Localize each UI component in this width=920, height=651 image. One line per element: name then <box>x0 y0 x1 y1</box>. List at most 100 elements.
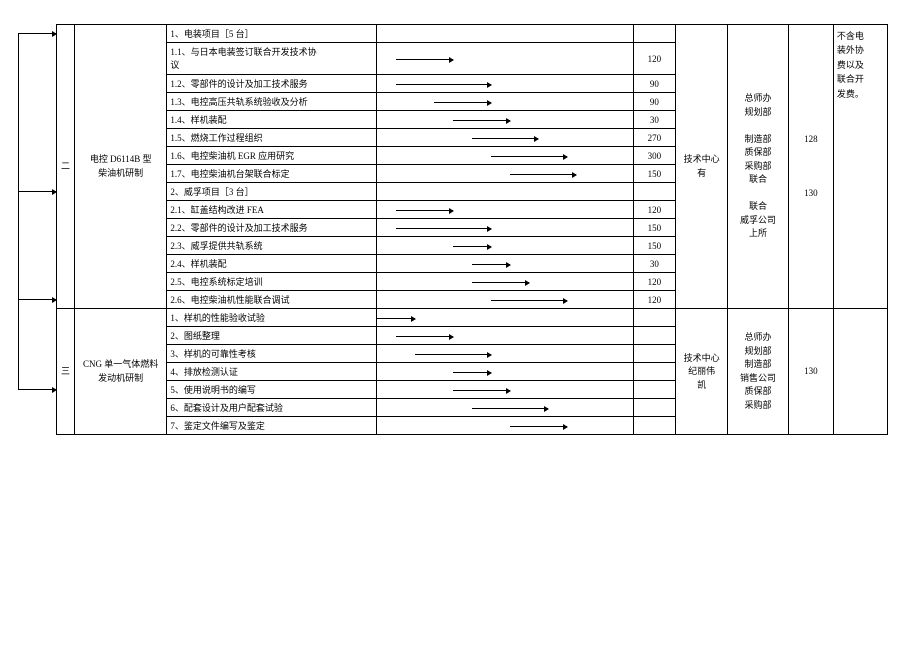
task-value <box>633 183 676 201</box>
gantt-cell <box>376 417 633 435</box>
task-label: 5、使用说明书的编写 <box>167 381 376 399</box>
task-label: 1.3、电控高压共轨系统验收及分析 <box>167 93 376 111</box>
section-index: 三 <box>57 309 75 435</box>
section-total: 130 <box>788 309 833 435</box>
gantt-cell <box>376 237 633 255</box>
gantt-bar <box>453 372 491 373</box>
task-value: 150 <box>633 219 676 237</box>
task-label: 1.4、样机装配 <box>167 111 376 129</box>
gantt-bar <box>396 59 453 60</box>
gantt-bar <box>453 246 491 247</box>
task-label: 2、威孚项目［3 台］ <box>167 183 376 201</box>
gantt-cell <box>376 129 633 147</box>
project-name: CNG 单一气体燃料发动机研制 <box>75 309 167 435</box>
gantt-bar <box>472 264 510 265</box>
task-value: 90 <box>633 75 676 93</box>
task-label: 2.3、威孚提供共轨系统 <box>167 237 376 255</box>
task-label: 1.6、电控柴油机 EGR 应用研究 <box>167 147 376 165</box>
task-value: 270 <box>633 129 676 147</box>
dept-primary: 技术中心纪丽伟凯 <box>676 309 728 435</box>
task-label: 1、电装项目［5 台］ <box>167 25 376 43</box>
gantt-bar <box>453 120 510 121</box>
gantt-cell <box>376 273 633 291</box>
dept-secondary: 总师办规划部制造部销售公司质保部采购部 <box>728 309 789 435</box>
gantt-bar <box>396 228 491 229</box>
task-label: 3、样机的可靠性考核 <box>167 345 376 363</box>
gantt-cell <box>376 165 633 183</box>
task-label: 2.1、缸盖结构改进 FEA <box>167 201 376 219</box>
task-value <box>633 327 676 345</box>
task-value <box>633 25 676 43</box>
task-value: 120 <box>633 43 676 75</box>
gantt-bar <box>396 84 491 85</box>
index-arrow <box>18 389 56 390</box>
task-value: 150 <box>633 237 676 255</box>
gantt-bar <box>453 390 510 391</box>
gantt-bar <box>510 426 567 427</box>
task-label: 2、图纸整理 <box>167 327 376 345</box>
gantt-bar <box>472 408 548 409</box>
gantt-cell <box>376 43 633 75</box>
index-arrow <box>18 191 56 192</box>
dept-primary: 技术中心有 <box>676 25 728 309</box>
task-label: 2.6、电控柴油机性能联合调试 <box>167 291 376 309</box>
gantt-bar <box>491 156 567 157</box>
gantt-cell <box>376 25 633 43</box>
gantt-bar <box>415 354 491 355</box>
task-label: 2.4、样机装配 <box>167 255 376 273</box>
gantt-cell <box>376 75 633 93</box>
task-value: 30 <box>633 111 676 129</box>
gantt-cell <box>376 291 633 309</box>
dept-secondary: 总师办规划部 制造部质保部采购部联合 联合威孚公司上所 <box>728 25 789 309</box>
task-value <box>633 399 676 417</box>
gantt-cell <box>376 93 633 111</box>
gantt-bar <box>377 318 415 319</box>
index-arrow <box>18 33 56 34</box>
gantt-cell <box>376 345 633 363</box>
task-value: 120 <box>633 273 676 291</box>
gantt-bar <box>472 138 539 139</box>
gantt-cell <box>376 363 633 381</box>
gantt-cell <box>376 309 633 327</box>
gantt-cell <box>376 399 633 417</box>
section-total: 128 130 <box>788 25 833 309</box>
task-value <box>633 381 676 399</box>
task-label: 2.5、电控系统标定培训 <box>167 273 376 291</box>
task-value: 90 <box>633 93 676 111</box>
task-value <box>633 363 676 381</box>
task-value: 300 <box>633 147 676 165</box>
task-value <box>633 345 676 363</box>
task-value <box>633 417 676 435</box>
task-label: 1.2、零部件的设计及加工技术服务 <box>167 75 376 93</box>
gantt-cell <box>376 201 633 219</box>
task-value: 150 <box>633 165 676 183</box>
task-label: 1.1、与日本电装签订联合开发技术协议 <box>167 43 376 75</box>
gantt-cell <box>376 327 633 345</box>
gantt-bar <box>472 282 529 283</box>
task-label: 4、排放检测认证 <box>167 363 376 381</box>
gantt-cell <box>376 183 633 201</box>
task-value <box>633 309 676 327</box>
task-value: 120 <box>633 201 676 219</box>
gantt-bar <box>491 300 567 301</box>
task-value: 120 <box>633 291 676 309</box>
gantt-cell <box>376 381 633 399</box>
task-label: 2.2、零部件的设计及加工技术服务 <box>167 219 376 237</box>
task-label: 1、样机的性能验收试验 <box>167 309 376 327</box>
section-index: 二 <box>57 25 75 309</box>
task-label: 7、鉴定文件编写及鉴定 <box>167 417 376 435</box>
section-notes <box>833 309 887 435</box>
task-label: 6、配套设计及用户配套试验 <box>167 399 376 417</box>
task-label: 1.7、电控柴油机台架联合标定 <box>167 165 376 183</box>
index-arrow <box>18 299 56 300</box>
index-guideline <box>18 33 19 389</box>
gantt-bar <box>434 102 491 103</box>
gantt-bar <box>396 210 453 211</box>
section-notes: 不含电装外协费以及联合开发费。 <box>833 25 887 309</box>
task-label: 1.5、燃烧工作过程组织 <box>167 129 376 147</box>
task-value: 30 <box>633 255 676 273</box>
project-name: 电控 D6114B 型柴油机研制 <box>75 25 167 309</box>
gantt-cell <box>376 255 633 273</box>
gantt-bar <box>510 174 577 175</box>
gantt-cell <box>376 147 633 165</box>
